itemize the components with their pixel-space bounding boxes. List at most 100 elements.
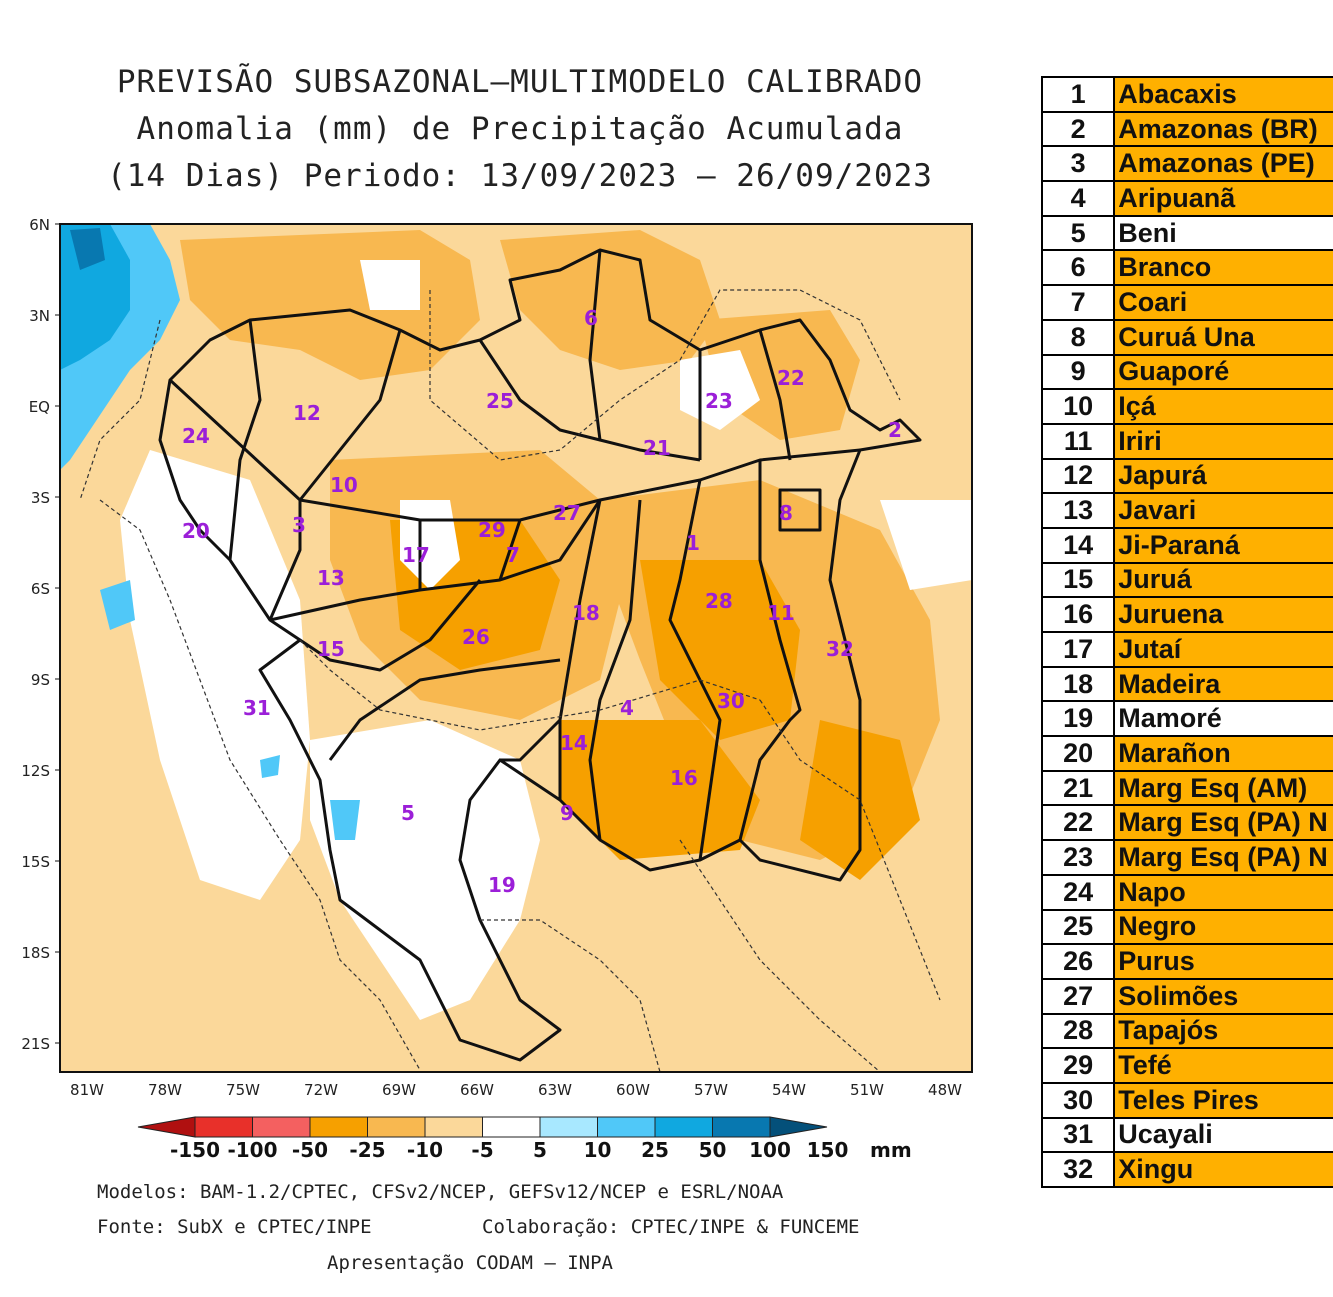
basin-boundaries — [158, 248, 922, 1062]
basin-number: 23 — [705, 389, 733, 413]
legend-number: 25 — [1040, 908, 1116, 946]
legend-row: 29 Tefé — [1040, 1047, 1333, 1084]
legend-basin-name: Curuá Una — [1113, 318, 1333, 356]
footer-models: Modelos: BAM-1.2/CPTEC, CFSv2/NCEP, GEFS… — [97, 1181, 784, 1203]
legend-basin-name: Juruá — [1113, 561, 1333, 599]
colorbar-tick-label: -25 — [349, 1138, 385, 1162]
basin-number: 12 — [293, 401, 321, 425]
legend-basin-name: Xingu — [1113, 1151, 1333, 1188]
legend-number: 19 — [1040, 700, 1116, 738]
legend-number: 3 — [1040, 145, 1116, 183]
legend-basin-name: Juruena — [1113, 596, 1333, 633]
legend-row: 1 Abacaxis — [1040, 76, 1333, 113]
lat-label: 6N — [29, 216, 50, 234]
basin-number: 29 — [478, 518, 506, 542]
map-title-line2: Anomalia (mm) de Precipitação Acumulada — [136, 111, 904, 147]
colorbar-tick-label: -100 — [227, 1138, 277, 1162]
basin-number: 25 — [486, 389, 514, 413]
colorbar-tick-label: -10 — [407, 1138, 443, 1162]
footer-collab: Colaboração: CPTEC/INPE & FUNCEME — [482, 1216, 860, 1238]
basin-number: 13 — [317, 566, 345, 590]
colorbar-swatch — [194, 1116, 253, 1138]
basin-number: 26 — [462, 625, 490, 649]
colorbar-swatch — [252, 1116, 311, 1138]
legend-number: 28 — [1040, 1012, 1116, 1050]
map-title-line1: PREVISÃO SUBSAZONAL—MULTIMODELO CALIBRAD… — [116, 64, 924, 100]
colorbar-tick-label: 5 — [533, 1138, 547, 1162]
legend-number: 27 — [1040, 977, 1116, 1015]
legend-row: 30 Teles Pires — [1040, 1081, 1333, 1119]
colorbar-swatch — [309, 1116, 368, 1138]
legend-basin-name: Mamoré — [1113, 700, 1333, 738]
basin-number: 16 — [670, 766, 698, 790]
legend-basin-name: Guaporé — [1113, 353, 1333, 391]
colorbar-tick-label: 100 — [749, 1138, 791, 1162]
legend-row: 2 Amazonas (BR) — [1040, 110, 1333, 148]
legend-row: 3 Amazonas (PE) — [1040, 145, 1333, 183]
lat-label: 18S — [21, 944, 50, 962]
legend-row: 17 Jutaí — [1040, 631, 1333, 668]
lon-label: 54W — [772, 1081, 806, 1099]
lon-label: 63W — [538, 1081, 572, 1099]
legend-row: 13 Javari — [1040, 492, 1333, 529]
legend-number: 26 — [1040, 943, 1116, 980]
basin-number: 22 — [777, 366, 805, 390]
legend-number: 9 — [1040, 353, 1116, 391]
legend-row: 24 Napo — [1040, 873, 1333, 911]
colorbar-swatch — [137, 1116, 196, 1138]
legend-number: 4 — [1040, 180, 1116, 217]
map-canvas: 6N 3N EQ 3S 6S 9S 12S 15S 18S 21S 81W 78… — [21, 216, 973, 1099]
legend-row: 11 Iriri — [1040, 422, 1333, 460]
legend-number: 14 — [1040, 526, 1116, 564]
lon-label: 48W — [928, 1081, 962, 1099]
legend-number: 22 — [1040, 804, 1116, 842]
legend-number: 21 — [1040, 769, 1116, 807]
colorbar-unit: mm — [870, 1138, 912, 1162]
basin-number: 28 — [705, 589, 733, 613]
legend-basin-name: Marañon — [1113, 735, 1333, 772]
basin-number: 32 — [826, 637, 854, 661]
colorbar-tick-label: 50 — [699, 1138, 727, 1162]
legend-row: 32 Xingu — [1040, 1151, 1333, 1188]
legend-basin-name: Branco — [1113, 249, 1333, 287]
colorbar-tick-label: -50 — [292, 1138, 328, 1162]
legend-basin-name: Aripuanã — [1113, 180, 1333, 217]
legend-row: 5 Beni — [1040, 214, 1333, 252]
lat-label: 12S — [21, 762, 50, 780]
legend-row: 28 Tapajós — [1040, 1012, 1333, 1050]
legend-number: 5 — [1040, 214, 1116, 252]
legend-number: 30 — [1040, 1081, 1116, 1119]
legend-row: 19 Mamoré — [1040, 700, 1333, 738]
legend-basin-name: Ucayali — [1113, 1116, 1333, 1154]
legend-basin-name: Javari — [1113, 492, 1333, 529]
legend-row: 6 Branco — [1040, 249, 1333, 287]
legend-row: 26 Purus — [1040, 943, 1333, 980]
colorbar-tick-label: 150 — [807, 1138, 849, 1162]
country-borders — [79, 289, 941, 1073]
legend-number: 2 — [1040, 110, 1116, 148]
legend-number: 17 — [1040, 631, 1116, 668]
legend-basin-name: Amazonas (PE) — [1113, 145, 1333, 183]
basin-number: 17 — [402, 543, 430, 567]
basin-number: 8 — [779, 501, 793, 525]
legend-basin-name: Abacaxis — [1113, 76, 1333, 113]
legend-number: 31 — [1040, 1116, 1116, 1154]
lon-label: 69W — [382, 1081, 416, 1099]
legend-basin-name: Coari — [1113, 284, 1333, 321]
legend-number: 11 — [1040, 422, 1116, 460]
basin-number: 6 — [584, 306, 598, 330]
legend-row: 27 Solimões — [1040, 977, 1333, 1015]
legend-number: 23 — [1040, 839, 1116, 876]
longitude-axis: 81W 78W 75W 72W 69W 66W 63W 60W 57W 54W … — [70, 1081, 962, 1099]
basin-numbers: 1 2 3 4 5 6 7 8 9 10 11 12 13 14 15 16 1… — [182, 306, 902, 897]
legend-number: 6 — [1040, 249, 1116, 287]
lat-label: EQ — [29, 398, 50, 416]
lon-label: 66W — [460, 1081, 494, 1099]
basin-number: 10 — [330, 473, 358, 497]
legend-row: 16 Juruena — [1040, 596, 1333, 633]
legend-basin-name: Teles Pires — [1113, 1081, 1333, 1119]
basin-number: 24 — [182, 424, 210, 448]
basin-number: 5 — [401, 801, 415, 825]
basin-number: 30 — [717, 689, 745, 713]
basin-number: 2 — [888, 418, 902, 442]
